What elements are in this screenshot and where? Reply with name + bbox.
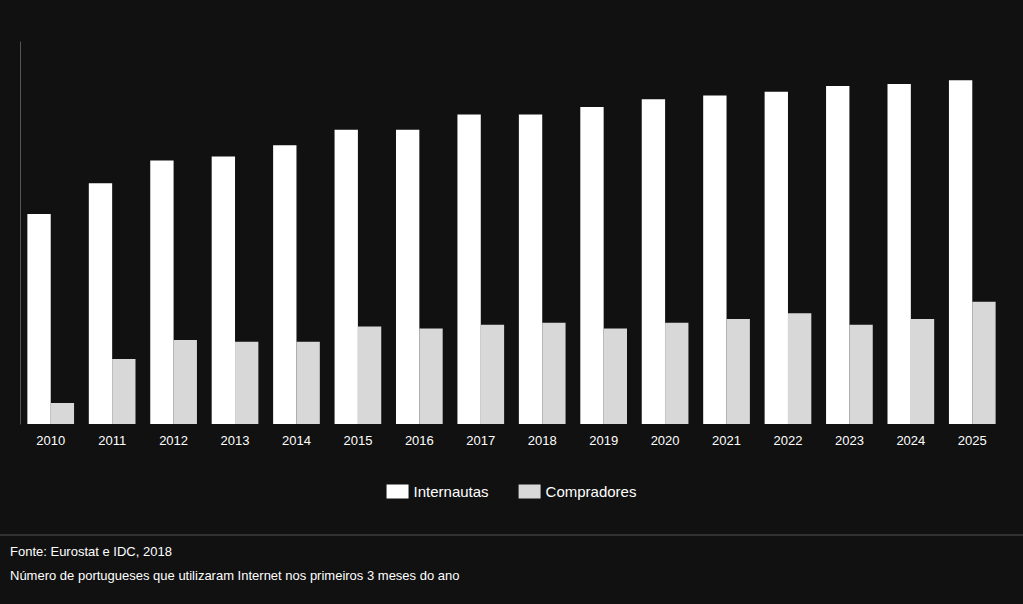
svg-text:2022: 2022: [774, 433, 803, 448]
svg-text:2010: 2010: [36, 433, 65, 448]
svg-text:2017: 2017: [466, 433, 495, 448]
svg-text:2011: 2011: [98, 433, 126, 448]
svg-text:2013: 2013: [221, 433, 250, 448]
svg-text:2018: 2018: [528, 433, 557, 448]
svg-text:2016: 2016: [405, 433, 434, 448]
svg-text:Fonte: Eurostat e IDC, 2018: Fonte: Eurostat e IDC, 2018: [10, 544, 172, 559]
svg-text:2023: 2023: [835, 433, 864, 448]
svg-text:2019: 2019: [589, 433, 618, 448]
svg-text:Compradores: Compradores: [546, 483, 637, 500]
svg-text:Número de portugueses que util: Número de portugueses que utilizaram Int…: [10, 568, 459, 583]
svg-text:2025: 2025: [958, 433, 987, 448]
svg-text:2020: 2020: [651, 433, 680, 448]
svg-text:2024: 2024: [896, 433, 925, 448]
svg-text:Internautas: Internautas: [414, 483, 489, 500]
svg-text:2021: 2021: [712, 433, 741, 448]
svg-text:2014: 2014: [282, 433, 311, 448]
svg-text:2012: 2012: [159, 433, 188, 448]
svg-text:2015: 2015: [343, 433, 372, 448]
